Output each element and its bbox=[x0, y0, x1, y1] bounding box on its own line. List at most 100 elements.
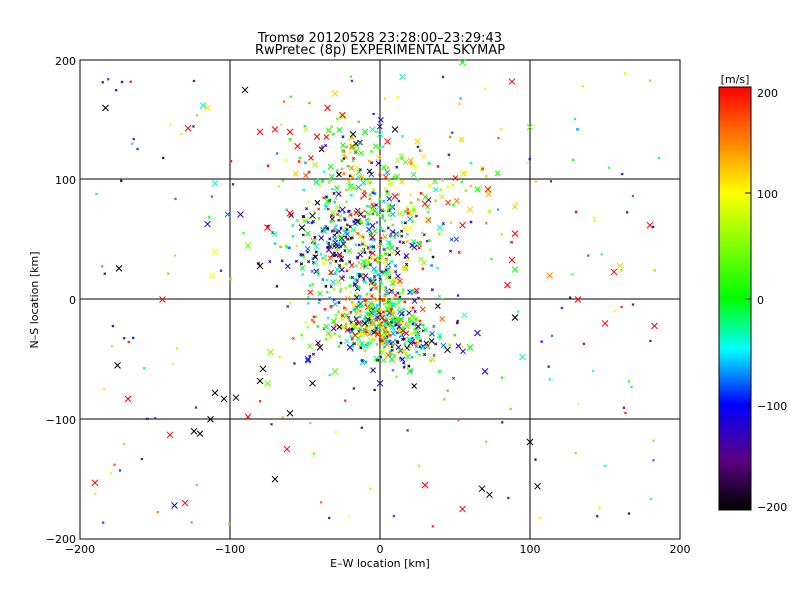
data-point bbox=[397, 210, 403, 217]
data-point bbox=[319, 252, 323, 256]
data-point bbox=[384, 339, 390, 345]
data-point bbox=[452, 376, 456, 380]
data-point bbox=[349, 310, 353, 314]
data-point bbox=[392, 328, 396, 332]
data-point bbox=[340, 240, 344, 244]
data-point bbox=[347, 211, 353, 218]
data-point bbox=[483, 87, 487, 91]
data-point bbox=[366, 217, 370, 221]
data-point bbox=[627, 512, 631, 515]
data-point bbox=[101, 521, 105, 524]
data-point bbox=[321, 256, 325, 260]
data-point bbox=[383, 331, 387, 335]
data-point-cross bbox=[346, 344, 354, 351]
data-point bbox=[328, 130, 332, 134]
data-point bbox=[382, 294, 386, 298]
data-point bbox=[391, 223, 395, 227]
data-point bbox=[449, 249, 453, 253]
data-point bbox=[408, 211, 415, 218]
data-point bbox=[317, 216, 321, 220]
data-point bbox=[207, 216, 211, 219]
data-point bbox=[450, 237, 454, 242]
data-point bbox=[382, 174, 389, 180]
data-point bbox=[390, 348, 394, 352]
data-point bbox=[344, 295, 351, 302]
data-point bbox=[607, 166, 611, 170]
data-point bbox=[332, 254, 336, 258]
data-point bbox=[306, 220, 310, 225]
data-point bbox=[387, 204, 393, 211]
data-point bbox=[381, 214, 385, 218]
data-point bbox=[359, 359, 366, 366]
data-point bbox=[93, 492, 97, 496]
data-point bbox=[368, 306, 372, 310]
data-point bbox=[360, 249, 364, 253]
data-point bbox=[335, 248, 339, 252]
data-point bbox=[512, 203, 518, 210]
data-point bbox=[335, 279, 342, 285]
data-point bbox=[377, 325, 381, 329]
data-point bbox=[369, 255, 373, 260]
data-point bbox=[431, 255, 435, 259]
data-point bbox=[339, 218, 343, 223]
data-point bbox=[379, 314, 386, 321]
data-point bbox=[292, 171, 299, 177]
data-point-cross bbox=[546, 272, 553, 279]
data-point bbox=[374, 331, 381, 338]
data-point bbox=[102, 387, 106, 391]
data-point bbox=[376, 273, 380, 277]
data-point bbox=[460, 180, 464, 184]
data-point bbox=[377, 117, 384, 123]
data-point bbox=[348, 150, 353, 154]
data-point bbox=[312, 259, 318, 266]
data-point bbox=[603, 464, 607, 468]
data-point bbox=[328, 237, 332, 241]
data-point-cross bbox=[199, 102, 207, 109]
data-point bbox=[434, 199, 438, 203]
data-point bbox=[439, 188, 443, 192]
data-point bbox=[460, 170, 466, 177]
data-point bbox=[360, 272, 364, 276]
data-point bbox=[363, 251, 367, 255]
data-point bbox=[631, 194, 635, 198]
data-point-cross bbox=[526, 438, 534, 446]
data-point bbox=[657, 156, 661, 160]
data-point bbox=[410, 171, 417, 178]
data-point bbox=[320, 145, 324, 149]
data-point bbox=[329, 285, 333, 289]
data-point bbox=[336, 171, 342, 178]
data-point bbox=[377, 321, 381, 325]
data-point bbox=[374, 326, 379, 330]
data-point-cross bbox=[339, 206, 346, 214]
data-point bbox=[458, 102, 461, 106]
data-point bbox=[428, 338, 435, 344]
data-point-cross bbox=[459, 505, 466, 513]
data-point bbox=[326, 207, 330, 211]
data-point bbox=[569, 273, 573, 276]
data-point bbox=[384, 316, 389, 320]
data-point bbox=[358, 315, 362, 319]
data-point bbox=[395, 165, 399, 169]
data-point-cross bbox=[271, 475, 279, 483]
data-point bbox=[341, 135, 345, 139]
data-point bbox=[332, 227, 337, 231]
data-point bbox=[342, 172, 346, 176]
data-point bbox=[372, 187, 376, 192]
data-point bbox=[309, 421, 312, 425]
data-point bbox=[400, 317, 404, 321]
data-point bbox=[595, 514, 599, 518]
data-point-cross bbox=[91, 479, 99, 487]
data-point bbox=[388, 245, 395, 251]
data-point bbox=[366, 311, 370, 315]
data-point bbox=[571, 158, 575, 162]
data-point bbox=[310, 269, 314, 273]
data-point bbox=[402, 307, 406, 311]
data-point bbox=[192, 125, 195, 128]
data-point bbox=[408, 317, 415, 324]
data-point-cross bbox=[429, 356, 436, 363]
data-point bbox=[362, 272, 369, 279]
data-point bbox=[350, 276, 355, 280]
data-point bbox=[348, 260, 352, 264]
data-point bbox=[378, 173, 382, 177]
data-point bbox=[340, 317, 344, 321]
